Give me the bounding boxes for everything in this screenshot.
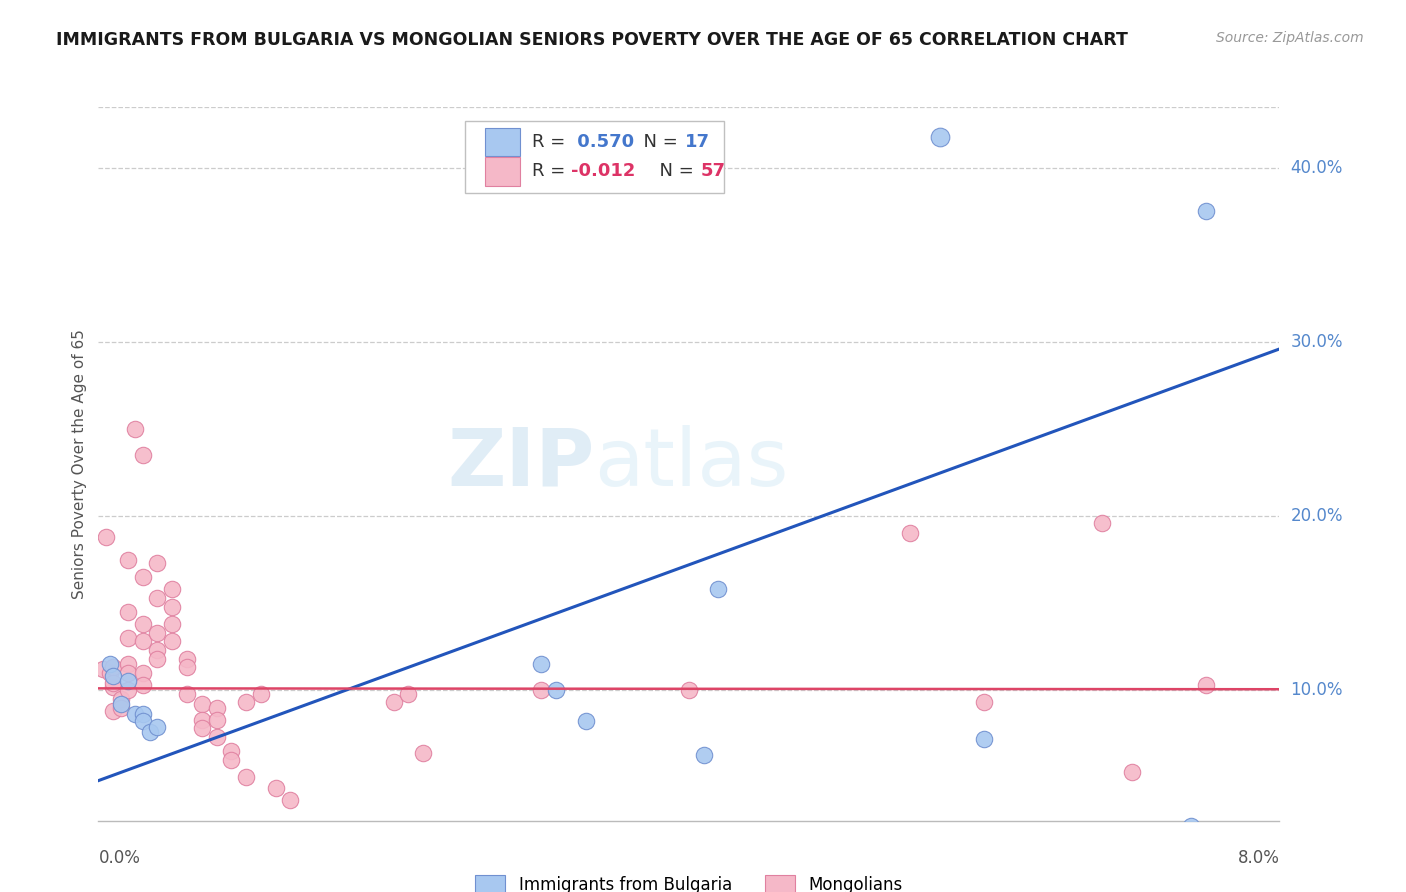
FancyBboxPatch shape bbox=[485, 128, 520, 156]
Point bbox=[235, 770, 257, 784]
Point bbox=[132, 665, 155, 680]
Text: R =: R = bbox=[531, 133, 571, 151]
Text: Source: ZipAtlas.com: Source: ZipAtlas.com bbox=[1216, 31, 1364, 45]
Point bbox=[103, 676, 124, 690]
Point bbox=[1180, 819, 1202, 833]
Text: 17: 17 bbox=[685, 133, 710, 151]
Point bbox=[117, 657, 139, 671]
Point bbox=[205, 713, 228, 727]
Point bbox=[110, 700, 132, 714]
Point bbox=[544, 683, 567, 698]
Point bbox=[693, 747, 716, 762]
Point bbox=[162, 617, 183, 632]
Point bbox=[574, 714, 596, 729]
Point bbox=[973, 695, 995, 709]
Point bbox=[117, 631, 139, 645]
Y-axis label: Seniors Poverty Over the Age of 65: Seniors Poverty Over the Age of 65 bbox=[72, 329, 87, 599]
Point bbox=[117, 605, 139, 619]
Point bbox=[132, 714, 155, 729]
Point bbox=[191, 697, 214, 711]
Point bbox=[110, 691, 132, 706]
Point bbox=[146, 652, 169, 666]
Text: 10.0%: 10.0% bbox=[1291, 681, 1343, 699]
Point bbox=[132, 678, 155, 692]
Point bbox=[278, 793, 301, 807]
Point bbox=[117, 665, 139, 680]
Point bbox=[132, 448, 155, 462]
Point bbox=[219, 753, 242, 767]
Point bbox=[1091, 516, 1114, 530]
Point bbox=[530, 657, 553, 671]
Text: 40.0%: 40.0% bbox=[1291, 159, 1343, 177]
Point bbox=[132, 617, 155, 632]
Point bbox=[205, 700, 228, 714]
Text: R =: R = bbox=[531, 162, 571, 180]
Point bbox=[176, 687, 198, 701]
Point bbox=[146, 643, 169, 657]
FancyBboxPatch shape bbox=[485, 157, 520, 186]
FancyBboxPatch shape bbox=[464, 121, 724, 193]
Point bbox=[103, 660, 124, 674]
Point bbox=[396, 687, 419, 701]
Text: N =: N = bbox=[633, 133, 683, 151]
Point bbox=[191, 722, 214, 736]
Text: 0.570: 0.570 bbox=[571, 133, 634, 151]
Point bbox=[530, 683, 553, 698]
Text: 57: 57 bbox=[700, 162, 725, 180]
Point bbox=[94, 530, 117, 544]
Point bbox=[928, 129, 950, 144]
Point bbox=[707, 582, 730, 596]
Text: atlas: atlas bbox=[595, 425, 789, 503]
Point bbox=[162, 582, 183, 596]
Point bbox=[139, 724, 162, 739]
Point bbox=[117, 674, 139, 689]
Point bbox=[103, 704, 124, 718]
Point bbox=[117, 683, 139, 698]
Point bbox=[117, 552, 139, 566]
Point bbox=[191, 713, 214, 727]
Text: 20.0%: 20.0% bbox=[1291, 507, 1343, 525]
Point bbox=[219, 744, 242, 758]
Point bbox=[103, 669, 124, 683]
Text: IMMIGRANTS FROM BULGARIA VS MONGOLIAN SENIORS POVERTY OVER THE AGE OF 65 CORRELA: IMMIGRANTS FROM BULGARIA VS MONGOLIAN SE… bbox=[56, 31, 1128, 49]
Point bbox=[176, 652, 198, 666]
Point bbox=[235, 695, 257, 709]
Point bbox=[91, 662, 114, 676]
Point bbox=[678, 683, 700, 698]
Point bbox=[176, 660, 198, 674]
Point bbox=[132, 634, 155, 648]
Text: -0.012: -0.012 bbox=[571, 162, 636, 180]
Point bbox=[162, 599, 183, 614]
Point bbox=[1194, 204, 1216, 219]
Point bbox=[103, 680, 124, 694]
Point bbox=[146, 720, 169, 734]
Point bbox=[412, 746, 434, 760]
Point bbox=[124, 422, 146, 436]
Text: 0.0%: 0.0% bbox=[98, 849, 141, 867]
Text: N =: N = bbox=[648, 162, 699, 180]
Point bbox=[124, 707, 146, 722]
Point bbox=[382, 695, 405, 709]
Point bbox=[146, 625, 169, 640]
Point bbox=[1121, 764, 1143, 779]
Point bbox=[110, 697, 132, 711]
Legend: Immigrants from Bulgaria, Mongolians: Immigrants from Bulgaria, Mongolians bbox=[468, 868, 910, 892]
Point bbox=[264, 780, 287, 795]
Point bbox=[1194, 678, 1216, 692]
Point bbox=[205, 730, 228, 744]
Point bbox=[146, 556, 169, 570]
Point bbox=[250, 687, 273, 701]
Text: 30.0%: 30.0% bbox=[1291, 333, 1343, 351]
Point bbox=[132, 570, 155, 584]
Point bbox=[132, 707, 155, 722]
Text: ZIP: ZIP bbox=[447, 425, 595, 503]
Point bbox=[162, 634, 183, 648]
Point bbox=[98, 665, 121, 680]
Point bbox=[973, 731, 995, 746]
Point bbox=[898, 526, 921, 541]
Point bbox=[98, 657, 121, 671]
Text: 8.0%: 8.0% bbox=[1237, 849, 1279, 867]
Point bbox=[146, 591, 169, 605]
